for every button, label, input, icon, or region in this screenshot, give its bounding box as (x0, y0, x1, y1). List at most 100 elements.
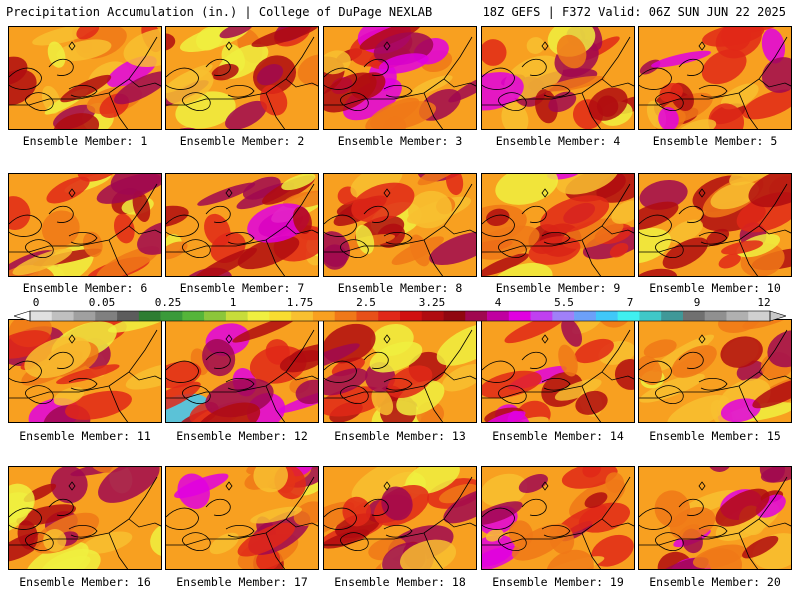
precip-contour (486, 208, 510, 227)
map-boundary (265, 92, 286, 129)
map-boundary (639, 36, 788, 106)
ensemble-member-label: Ensemble Member: 3 (337, 134, 463, 148)
map-boundary (521, 205, 547, 223)
map-boundary (128, 225, 161, 235)
precip-contour (76, 27, 100, 40)
map-boundary (340, 532, 369, 551)
map-boundary (678, 58, 704, 76)
precip-contour (692, 544, 746, 569)
map-boundary (265, 239, 286, 276)
colorbar-tick-label: 9 (693, 296, 701, 309)
map-boundary (738, 92, 759, 129)
precip-contour (9, 264, 55, 276)
map-boundary (285, 78, 318, 88)
precip-contour (166, 361, 202, 389)
colorbar-swatch (312, 311, 335, 321)
map-boundary (698, 525, 728, 538)
precip-contour (482, 72, 524, 111)
map-boundary (205, 498, 231, 516)
map-boundary (9, 36, 158, 106)
map-boundary (601, 225, 634, 235)
precip-contour (761, 28, 786, 64)
precip-contour (582, 467, 602, 478)
location-marker-icon (225, 334, 233, 344)
precip-field (324, 320, 476, 422)
colorbar-swatch (487, 311, 510, 321)
precip-contour (31, 555, 91, 569)
map-boundary (423, 92, 444, 129)
precip-contour (718, 253, 741, 269)
precip-contour (219, 27, 254, 39)
map-boundary (68, 85, 98, 98)
precip-contour (46, 176, 90, 204)
precip-field (9, 320, 161, 422)
colorbar-tick-label: 0.05 (88, 296, 116, 309)
colorbar-swatch (574, 311, 597, 321)
colorbar-tick-label: 0 (32, 296, 40, 309)
map-boundary (9, 507, 42, 530)
map-boundary (166, 214, 199, 237)
map-boundary (758, 225, 791, 235)
map-boundary (698, 232, 728, 245)
map-boundary (182, 532, 211, 551)
precip-contour (324, 231, 350, 267)
precip-field (166, 320, 318, 422)
colorbar-swatch (378, 311, 401, 321)
map-boundary (541, 378, 571, 391)
precip-contour (166, 393, 210, 422)
colorbar-swatch (334, 311, 357, 321)
precip-contour (516, 400, 551, 422)
map-boundary (482, 183, 631, 253)
precip-contour (202, 338, 236, 377)
map-boundary (738, 532, 759, 569)
location-marker-icon (541, 188, 549, 198)
map-boundary (324, 36, 473, 106)
precip-contour (706, 228, 730, 247)
map-boundary (182, 239, 211, 258)
location-marker-icon (383, 334, 391, 344)
map-boundary (498, 239, 527, 258)
ensemble-member-label: Ensemble Member: 6 (22, 281, 148, 295)
map-boundary (498, 532, 527, 551)
map-boundary (639, 329, 788, 399)
precip-contour (761, 57, 791, 93)
map-boundary (482, 214, 515, 237)
colorbar-swatch (443, 311, 466, 321)
map-boundary (678, 498, 704, 516)
precip-contour (767, 330, 791, 368)
precip-contour (256, 64, 284, 86)
precip-contour (534, 89, 558, 124)
map-boundary (48, 351, 74, 369)
ensemble-member-map (165, 173, 319, 277)
colorbar-swatch (182, 311, 205, 321)
precip-contour (24, 336, 91, 379)
precip-contour (82, 531, 133, 554)
precip-contour (324, 343, 360, 372)
precip-contour (399, 539, 457, 569)
map-boundary (205, 58, 231, 76)
map-boundary (205, 351, 231, 369)
map-boundary (225, 525, 255, 538)
run-info: 18Z GEFS | F372 Valid: 06Z SUN JUN 22 20… (482, 5, 786, 19)
precip-contour (295, 379, 318, 405)
map-boundary (166, 329, 315, 399)
location-marker-icon (68, 334, 76, 344)
precip-contour (715, 27, 762, 59)
precip-contour (82, 231, 103, 258)
precip-contour (715, 488, 770, 527)
colorbar-tick-label: 12 (757, 296, 771, 309)
map-boundary (423, 532, 444, 569)
location-marker-icon (698, 188, 706, 198)
map-boundary (166, 36, 315, 106)
precip-contour (528, 236, 581, 265)
map-boundary (655, 385, 684, 404)
colorbar-tick-label: 0.25 (154, 296, 182, 309)
location-marker-icon (698, 334, 706, 344)
map-boundary (108, 385, 129, 422)
precip-contour (359, 27, 422, 50)
ensemble-member-map (638, 26, 792, 130)
precip-contour (511, 524, 568, 561)
colorbar-swatch (704, 311, 727, 321)
precip-contour (662, 237, 709, 269)
map-boundary (182, 385, 211, 404)
